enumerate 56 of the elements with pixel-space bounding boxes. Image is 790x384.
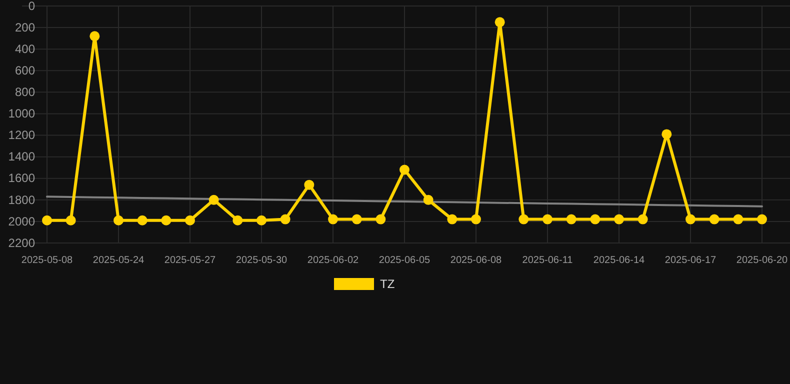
point [614,214,624,224]
point [423,194,434,205]
point [566,214,576,224]
y-tick-label: 600 [14,63,36,78]
x-tick-label: 2025-05-27 [164,255,216,266]
point [232,215,243,226]
y-tick-label: 2200 [8,236,36,250]
point [280,214,290,224]
point [447,214,458,224]
point [90,31,100,42]
x-tick-label: 2025-06-02 [307,255,360,266]
y-tick-label: 1400 [8,150,36,164]
point [114,215,124,226]
point [137,215,148,226]
y-tick-label: 200 [14,20,36,34]
line-series [46,196,763,208]
point [638,214,648,224]
legend-label: TZ [380,277,395,291]
y-tick-label: 1200 [8,128,36,142]
point [709,214,720,224]
point [66,215,76,226]
x-tick-label: 2025-06-08 [450,255,502,266]
point [161,215,172,226]
y-tick-label: 800 [14,85,36,100]
x-tick-label: 2025-06-11 [522,255,574,266]
point [400,164,410,175]
point [518,214,529,224]
x-tick-label: 2025-06-20 [736,255,788,266]
point [757,214,767,224]
point [733,214,744,224]
point [304,180,314,190]
y-tick-label: 1000 [8,106,36,121]
x-tick-label: 2025-06-14 [593,255,646,266]
x-tick-label: 2025-06-05 [378,255,431,266]
point [352,214,362,224]
point [185,215,195,226]
point [208,194,219,205]
point [686,214,696,224]
x-tick-label: 2025-05-24 [92,255,145,266]
point [494,17,505,28]
point [590,214,600,224]
y-tick-label: 1800 [8,192,36,207]
x-tick-label: 2025-06-17 [664,255,717,266]
point [542,214,552,224]
y-tick-label: 0 [28,0,36,13]
y-tick-label: 1600 [8,171,36,186]
point [256,215,266,226]
point [42,215,52,226]
point [376,214,386,224]
x-tick-label: 2025-05-30 [236,255,288,266]
point [662,129,672,140]
y-tick-label: 400 [14,42,36,56]
point [328,214,338,224]
y-tick-label: 2000 [8,214,36,228]
x-tick-label: 2025-05-08 [21,255,74,266]
point [471,214,481,224]
